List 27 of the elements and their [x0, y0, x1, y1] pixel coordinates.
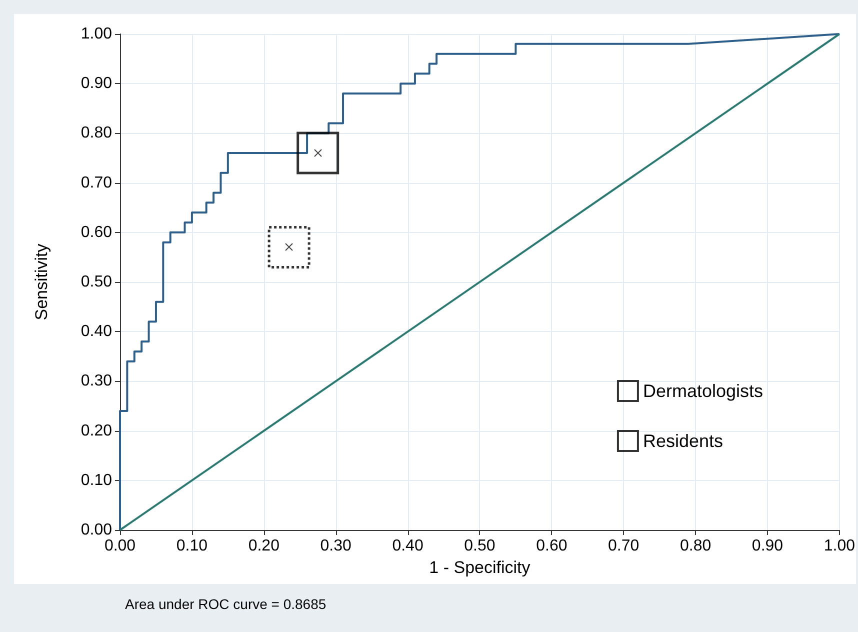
y-tick-label: 0.70 — [80, 174, 112, 192]
x-tick-label: 0.00 — [104, 538, 136, 554]
y-tick-label: 0.30 — [80, 372, 112, 390]
y-tick-label: 0.40 — [80, 323, 112, 340]
x-tick-label: 1.00 — [824, 538, 856, 554]
y-tick-label: 0.90 — [80, 75, 112, 92]
legend-label: Dermatologists — [642, 381, 764, 401]
x-tick-label: 0.80 — [680, 538, 712, 554]
x-tick-label: 0.40 — [392, 538, 424, 554]
x-tick-label: 0.30 — [320, 538, 352, 554]
y-tick-label: 0.80 — [80, 124, 112, 142]
x-tick-label: 0.70 — [608, 538, 640, 554]
y-tick-label: 0.10 — [80, 472, 112, 489]
x-tick-label: 0.20 — [248, 538, 280, 554]
legend-label: Residents — [642, 431, 724, 451]
y-tick-label: 0.50 — [80, 274, 112, 290]
text: Area under ROC curve = 0.8685 — [125, 596, 326, 612]
x-tick-label: 0.10 — [176, 538, 208, 554]
x-tick-label: 0.90 — [752, 538, 784, 554]
y-tick-label: 1.00 — [80, 26, 112, 42]
y-tick-label: 0.60 — [80, 224, 112, 241]
y-axis-title: Sensitivity — [32, 243, 51, 320]
x-tick-label: 0.60 — [536, 538, 568, 554]
x-axis-title: 1 - Specificity — [429, 558, 531, 577]
y-tick-label: 0.00 — [80, 522, 112, 538]
x-tick-label: 0.50 — [464, 538, 496, 554]
y-tick-label: 0.20 — [80, 422, 112, 440]
